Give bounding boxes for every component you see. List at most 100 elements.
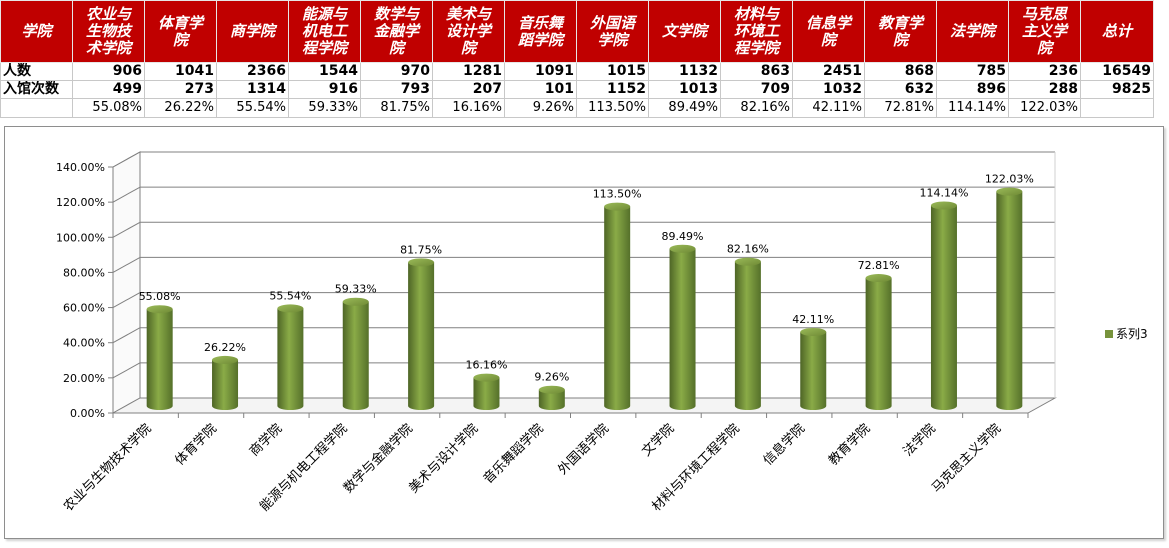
data-label: 55.08% [139, 290, 181, 303]
row-label-cell[interactable] [0, 98, 73, 118]
table-cell[interactable]: 16.16% [432, 98, 505, 118]
data-label: 59.33% [335, 283, 377, 296]
bar [408, 258, 435, 410]
data-label: 42.11% [792, 313, 834, 326]
y-tick-label: 120.00% [56, 196, 105, 209]
bar-body [669, 248, 696, 410]
header-cell[interactable]: 农业与生物技术学院 [72, 0, 145, 63]
header-cell[interactable]: 商学院 [216, 0, 289, 63]
category-label: 马克思主义学院 [928, 421, 1004, 497]
data-label: 81.75% [400, 243, 442, 256]
table-cell[interactable]: 632 [864, 80, 937, 99]
header-cell[interactable]: 材料与环境工程学院 [720, 0, 793, 63]
table-cell[interactable]: 499 [72, 80, 145, 99]
table-cell[interactable]: 236 [1008, 62, 1081, 81]
table-cell[interactable]: 906 [72, 62, 145, 81]
table-cell[interactable]: 101 [504, 80, 577, 99]
table-cell[interactable]: 1013 [648, 80, 721, 99]
header-cell[interactable]: 总计 [1080, 0, 1154, 63]
header-cell[interactable]: 法学院 [936, 0, 1009, 63]
bar [277, 304, 304, 410]
legend-label: 系列3 [1116, 327, 1148, 341]
bar-cap [930, 201, 957, 210]
row-label-cell[interactable]: 入馆次数 [0, 80, 73, 99]
table-cell[interactable]: 114.14% [936, 98, 1009, 118]
table-cell[interactable]: 26.22% [144, 98, 217, 118]
bar-body [212, 359, 239, 410]
table-cell[interactable]: 273 [144, 80, 217, 99]
header-cell[interactable]: 教育学院 [864, 0, 937, 63]
data-label: 55.54% [269, 289, 311, 302]
table-cell[interactable] [1080, 98, 1154, 118]
gridline [112, 256, 141, 273]
data-label: 122.03% [985, 173, 1034, 186]
bar [212, 355, 239, 410]
table-cell[interactable]: 16549 [1080, 62, 1154, 81]
category-label: 信息学院 [760, 421, 808, 469]
table-cell[interactable]: 55.08% [72, 98, 145, 118]
data-label: 113.50% [593, 188, 642, 201]
table-cell[interactable]: 863 [720, 62, 793, 81]
table-cell[interactable]: 709 [720, 80, 793, 99]
table-cell[interactable]: 1132 [648, 62, 721, 81]
table-cell[interactable]: 1152 [576, 80, 649, 99]
header-cell[interactable]: 美术与设计学院 [432, 0, 505, 63]
bar [342, 297, 369, 410]
header-cell[interactable]: 马克思主义学院 [1008, 0, 1081, 63]
bar-body [865, 278, 892, 410]
row-label-cell[interactable]: 人数 [0, 62, 73, 81]
table-cell[interactable]: 72.81% [864, 98, 937, 118]
table-cell[interactable]: 1015 [576, 62, 649, 81]
table-cell[interactable]: 970 [360, 62, 433, 81]
table-cell[interactable]: 1091 [504, 62, 577, 81]
table-cell[interactable]: 9.26% [504, 98, 577, 118]
header-cell[interactable]: 能源与机电工程学院 [288, 0, 361, 63]
table-cell[interactable]: 1032 [792, 80, 865, 99]
bar [146, 305, 173, 410]
table-cell[interactable]: 2366 [216, 62, 289, 81]
table-cell[interactable]: 288 [1008, 80, 1081, 99]
category-label: 体育学院 [172, 421, 220, 469]
header-cell[interactable]: 外国语学院 [576, 0, 649, 63]
table-cell[interactable]: 868 [864, 62, 937, 81]
table-cell[interactable]: 1314 [216, 80, 289, 99]
table-row: 入馆次数 499 273 1314 916 793 207 101 1152 1… [0, 80, 1154, 99]
table-cell[interactable]: 916 [288, 80, 361, 99]
table-cell[interactable]: 89.49% [648, 98, 721, 118]
table-cell[interactable]: 81.75% [360, 98, 433, 118]
category-label: 外国语学院 [555, 421, 612, 478]
table-cell[interactable]: 59.33% [288, 98, 361, 118]
category-label: 商学院 [246, 421, 285, 460]
bar-cap [342, 297, 369, 306]
header-cell[interactable]: 信息学院 [792, 0, 865, 63]
legend-swatch [1105, 330, 1113, 338]
bar-cap [538, 385, 565, 394]
table-cell[interactable]: 9825 [1080, 80, 1154, 99]
table-cell[interactable]: 55.54% [216, 98, 289, 118]
header-cell[interactable]: 数学与金融学院 [360, 0, 433, 63]
y-tick-label: 60.00% [63, 302, 105, 315]
table-cell[interactable]: 1041 [144, 62, 217, 81]
table-cell[interactable]: 82.16% [720, 98, 793, 118]
table-cell[interactable]: 793 [360, 80, 433, 99]
category-label: 农业与生物技术学院 [60, 421, 154, 515]
chart-frame[interactable]: 0.00% 20.00% 40.00% 60.00% 80.00% 100.00% 120.… [4, 126, 1164, 539]
table-cell[interactable]: 1544 [288, 62, 361, 81]
header-cell[interactable]: 文学院 [648, 0, 721, 63]
y-tick-label: 40.00% [63, 337, 105, 350]
header-cell[interactable]: 音乐舞蹈学院 [504, 0, 577, 63]
table-cell[interactable]: 42.11% [792, 98, 865, 118]
table-cell[interactable]: 785 [936, 62, 1009, 81]
bar [865, 274, 892, 410]
gridline [112, 362, 141, 379]
table-cell[interactable]: 2451 [792, 62, 865, 81]
header-label-cell[interactable]: 学院 [0, 0, 73, 63]
header-cell[interactable]: 体育学院 [144, 0, 217, 63]
bar [800, 328, 827, 410]
table-cell[interactable]: 113.50% [576, 98, 649, 118]
table-cell[interactable]: 896 [936, 80, 1009, 99]
table-cell[interactable]: 1281 [432, 62, 505, 81]
bar-body [342, 301, 369, 410]
table-cell[interactable]: 207 [432, 80, 505, 99]
table-cell[interactable]: 122.03% [1008, 98, 1081, 118]
